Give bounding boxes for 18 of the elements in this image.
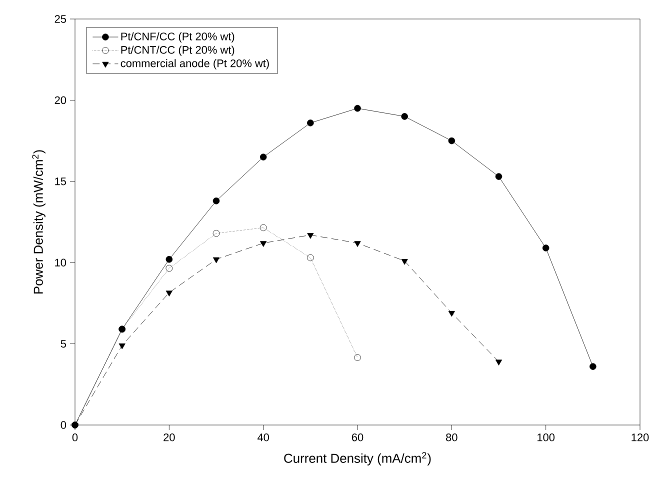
x-tick-label: 120 bbox=[632, 434, 649, 442]
x-tick-label: 20 bbox=[164, 434, 175, 442]
x-tick-label: 60 bbox=[352, 434, 364, 442]
x-tick-label: 40 bbox=[257, 434, 269, 442]
y-axis-title: Power Density (mW/cm$^{2}$) bbox=[32, 150, 46, 294]
legend-label: Pt/CNT/CC (Pt 20% wt) bbox=[121, 46, 234, 56]
x-tick-label: 0 bbox=[72, 434, 78, 442]
y-tick-label: 10 bbox=[55, 258, 66, 266]
x-axis-title: Current Density (mA/cm$^{2}$) bbox=[284, 452, 431, 466]
y-tick-label: 25 bbox=[54, 15, 66, 23]
y-tick-label: 5 bbox=[60, 340, 66, 348]
x-tick-label: 80 bbox=[446, 434, 458, 442]
legend-label: Pt/CNF/CC (Pt 20% wt) bbox=[121, 32, 234, 43]
x-tick-label: 100 bbox=[538, 434, 555, 442]
y-tick-label: 0 bbox=[60, 421, 66, 429]
y-tick-label: 20 bbox=[54, 96, 66, 104]
y-tick-label: 15 bbox=[55, 178, 66, 186]
legend-label: commercial anode (Pt 20% wt) bbox=[120, 59, 269, 70]
